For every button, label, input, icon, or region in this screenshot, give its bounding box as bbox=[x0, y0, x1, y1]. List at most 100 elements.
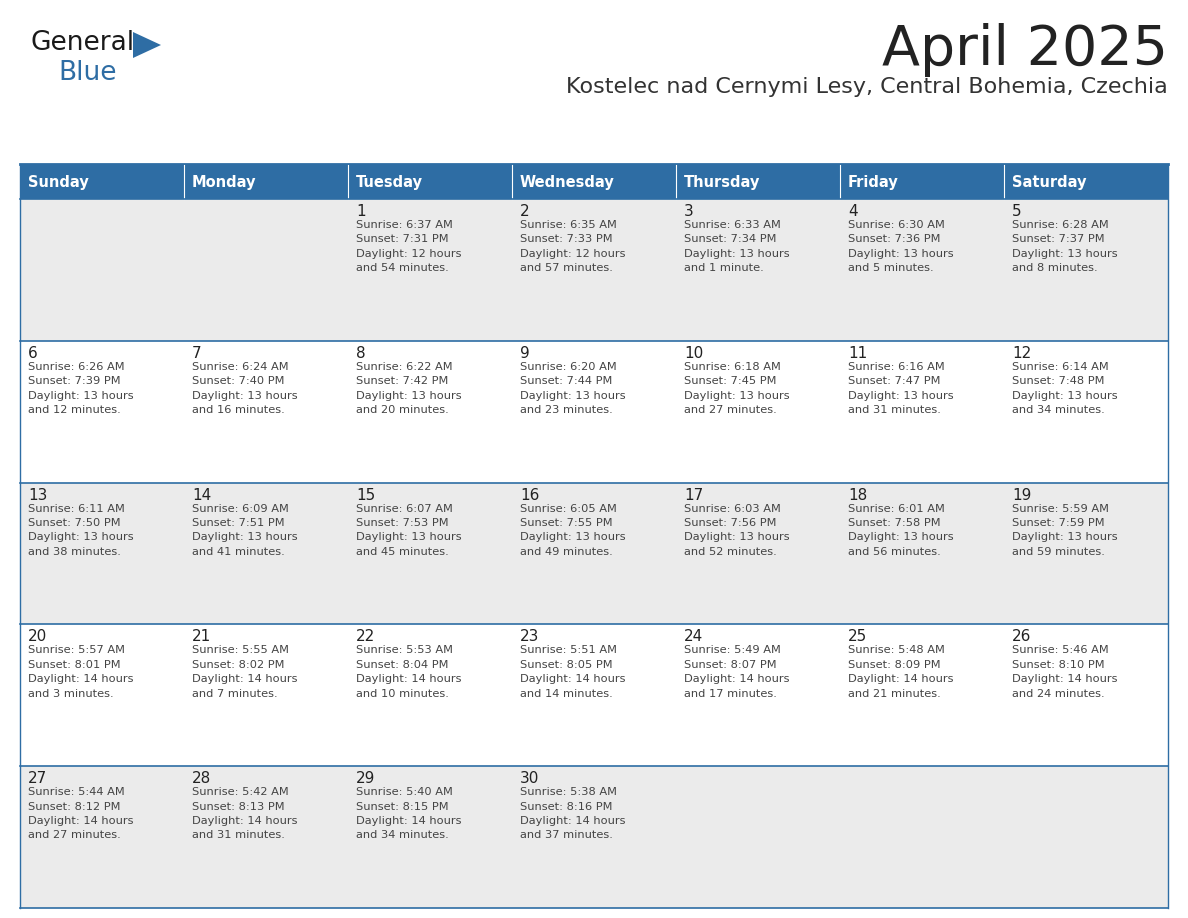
Text: Saturday: Saturday bbox=[1012, 174, 1087, 189]
Text: Sunrise: 6:28 AM
Sunset: 7:37 PM
Daylight: 13 hours
and 8 minutes.: Sunrise: 6:28 AM Sunset: 7:37 PM Dayligh… bbox=[1012, 220, 1118, 274]
Text: Sunrise: 6:33 AM
Sunset: 7:34 PM
Daylight: 13 hours
and 1 minute.: Sunrise: 6:33 AM Sunset: 7:34 PM Dayligh… bbox=[684, 220, 790, 274]
Text: 15: 15 bbox=[356, 487, 375, 502]
Text: Sunrise: 6:30 AM
Sunset: 7:36 PM
Daylight: 13 hours
and 5 minutes.: Sunrise: 6:30 AM Sunset: 7:36 PM Dayligh… bbox=[848, 220, 954, 274]
Text: April 2025: April 2025 bbox=[881, 23, 1168, 77]
Text: Kostelec nad Cernymi Lesy, Central Bohemia, Czechia: Kostelec nad Cernymi Lesy, Central Bohem… bbox=[567, 77, 1168, 97]
Text: 29: 29 bbox=[356, 771, 375, 786]
Text: Sunrise: 5:40 AM
Sunset: 8:15 PM
Daylight: 14 hours
and 34 minutes.: Sunrise: 5:40 AM Sunset: 8:15 PM Dayligh… bbox=[356, 788, 461, 840]
Text: 9: 9 bbox=[520, 346, 530, 361]
Bar bbox=[840, 483, 1004, 624]
Text: Sunrise: 5:51 AM
Sunset: 8:05 PM
Daylight: 14 hours
and 14 minutes.: Sunrise: 5:51 AM Sunset: 8:05 PM Dayligh… bbox=[520, 645, 626, 699]
Text: Sunrise: 6:11 AM
Sunset: 7:50 PM
Daylight: 13 hours
and 38 minutes.: Sunrise: 6:11 AM Sunset: 7:50 PM Dayligh… bbox=[29, 504, 133, 557]
Bar bbox=[840, 767, 1004, 908]
Bar bbox=[512, 165, 676, 199]
Text: 5: 5 bbox=[1012, 204, 1022, 219]
Text: Sunrise: 6:16 AM
Sunset: 7:47 PM
Daylight: 13 hours
and 31 minutes.: Sunrise: 6:16 AM Sunset: 7:47 PM Dayligh… bbox=[848, 362, 954, 415]
Text: 3: 3 bbox=[684, 204, 694, 219]
Bar bbox=[840, 199, 1004, 341]
Text: Sunrise: 6:14 AM
Sunset: 7:48 PM
Daylight: 13 hours
and 34 minutes.: Sunrise: 6:14 AM Sunset: 7:48 PM Dayligh… bbox=[1012, 362, 1118, 415]
Text: 14: 14 bbox=[192, 487, 211, 502]
Text: 22: 22 bbox=[356, 630, 375, 644]
Text: Sunrise: 6:07 AM
Sunset: 7:53 PM
Daylight: 13 hours
and 45 minutes.: Sunrise: 6:07 AM Sunset: 7:53 PM Dayligh… bbox=[356, 504, 462, 557]
Bar bbox=[840, 165, 1004, 199]
Text: Wednesday: Wednesday bbox=[520, 174, 614, 189]
Bar bbox=[512, 199, 676, 341]
Text: 16: 16 bbox=[520, 487, 539, 502]
Bar bbox=[512, 767, 676, 908]
Bar bbox=[348, 483, 512, 624]
Bar bbox=[1004, 624, 1168, 767]
Text: 19: 19 bbox=[1012, 487, 1031, 502]
Text: Friday: Friday bbox=[848, 174, 899, 189]
Bar bbox=[840, 624, 1004, 767]
Text: 13: 13 bbox=[29, 487, 48, 502]
Text: Sunrise: 5:38 AM
Sunset: 8:16 PM
Daylight: 14 hours
and 37 minutes.: Sunrise: 5:38 AM Sunset: 8:16 PM Dayligh… bbox=[520, 788, 626, 840]
Bar bbox=[184, 199, 348, 341]
Text: Sunrise: 6:37 AM
Sunset: 7:31 PM
Daylight: 12 hours
and 54 minutes.: Sunrise: 6:37 AM Sunset: 7:31 PM Dayligh… bbox=[356, 220, 461, 274]
Bar bbox=[1004, 165, 1168, 199]
Text: Sunrise: 6:22 AM
Sunset: 7:42 PM
Daylight: 13 hours
and 20 minutes.: Sunrise: 6:22 AM Sunset: 7:42 PM Dayligh… bbox=[356, 362, 462, 415]
Text: Sunrise: 6:35 AM
Sunset: 7:33 PM
Daylight: 12 hours
and 57 minutes.: Sunrise: 6:35 AM Sunset: 7:33 PM Dayligh… bbox=[520, 220, 626, 274]
Text: 21: 21 bbox=[192, 630, 211, 644]
Text: 11: 11 bbox=[848, 346, 867, 361]
Bar bbox=[348, 341, 512, 483]
Bar bbox=[20, 483, 184, 624]
Text: 20: 20 bbox=[29, 630, 48, 644]
Text: Sunrise: 6:24 AM
Sunset: 7:40 PM
Daylight: 13 hours
and 16 minutes.: Sunrise: 6:24 AM Sunset: 7:40 PM Dayligh… bbox=[192, 362, 298, 415]
Text: 1: 1 bbox=[356, 204, 366, 219]
Bar bbox=[184, 341, 348, 483]
Text: 2: 2 bbox=[520, 204, 530, 219]
Bar bbox=[348, 767, 512, 908]
Text: 25: 25 bbox=[848, 630, 867, 644]
Bar bbox=[348, 199, 512, 341]
Bar bbox=[1004, 341, 1168, 483]
Text: 26: 26 bbox=[1012, 630, 1031, 644]
Text: 30: 30 bbox=[520, 771, 539, 786]
Bar bbox=[20, 624, 184, 767]
Text: Sunrise: 5:53 AM
Sunset: 8:04 PM
Daylight: 14 hours
and 10 minutes.: Sunrise: 5:53 AM Sunset: 8:04 PM Dayligh… bbox=[356, 645, 461, 699]
Polygon shape bbox=[133, 32, 162, 58]
Text: Sunrise: 6:20 AM
Sunset: 7:44 PM
Daylight: 13 hours
and 23 minutes.: Sunrise: 6:20 AM Sunset: 7:44 PM Dayligh… bbox=[520, 362, 626, 415]
Bar bbox=[676, 165, 840, 199]
Text: Sunrise: 6:18 AM
Sunset: 7:45 PM
Daylight: 13 hours
and 27 minutes.: Sunrise: 6:18 AM Sunset: 7:45 PM Dayligh… bbox=[684, 362, 790, 415]
Bar bbox=[1004, 199, 1168, 341]
Text: Sunrise: 5:42 AM
Sunset: 8:13 PM
Daylight: 14 hours
and 31 minutes.: Sunrise: 5:42 AM Sunset: 8:13 PM Dayligh… bbox=[192, 788, 297, 840]
Text: Sunrise: 5:55 AM
Sunset: 8:02 PM
Daylight: 14 hours
and 7 minutes.: Sunrise: 5:55 AM Sunset: 8:02 PM Dayligh… bbox=[192, 645, 297, 699]
Text: 24: 24 bbox=[684, 630, 703, 644]
Bar bbox=[348, 165, 512, 199]
Bar bbox=[184, 767, 348, 908]
Bar bbox=[184, 165, 348, 199]
Text: 18: 18 bbox=[848, 487, 867, 502]
Text: Sunrise: 6:26 AM
Sunset: 7:39 PM
Daylight: 13 hours
and 12 minutes.: Sunrise: 6:26 AM Sunset: 7:39 PM Dayligh… bbox=[29, 362, 133, 415]
Bar bbox=[512, 341, 676, 483]
Text: 6: 6 bbox=[29, 346, 38, 361]
Text: 17: 17 bbox=[684, 487, 703, 502]
Text: Sunrise: 5:57 AM
Sunset: 8:01 PM
Daylight: 14 hours
and 3 minutes.: Sunrise: 5:57 AM Sunset: 8:01 PM Dayligh… bbox=[29, 645, 133, 699]
Bar bbox=[512, 483, 676, 624]
Text: Sunrise: 6:03 AM
Sunset: 7:56 PM
Daylight: 13 hours
and 52 minutes.: Sunrise: 6:03 AM Sunset: 7:56 PM Dayligh… bbox=[684, 504, 790, 557]
Text: Sunrise: 5:49 AM
Sunset: 8:07 PM
Daylight: 14 hours
and 17 minutes.: Sunrise: 5:49 AM Sunset: 8:07 PM Dayligh… bbox=[684, 645, 790, 699]
Bar bbox=[1004, 483, 1168, 624]
Bar bbox=[1004, 767, 1168, 908]
Text: Monday: Monday bbox=[192, 174, 257, 189]
Text: 10: 10 bbox=[684, 346, 703, 361]
Bar bbox=[20, 199, 184, 341]
Bar bbox=[348, 624, 512, 767]
Text: 27: 27 bbox=[29, 771, 48, 786]
Text: Sunrise: 5:44 AM
Sunset: 8:12 PM
Daylight: 14 hours
and 27 minutes.: Sunrise: 5:44 AM Sunset: 8:12 PM Dayligh… bbox=[29, 788, 133, 840]
Text: Sunrise: 6:05 AM
Sunset: 7:55 PM
Daylight: 13 hours
and 49 minutes.: Sunrise: 6:05 AM Sunset: 7:55 PM Dayligh… bbox=[520, 504, 626, 557]
Text: 4: 4 bbox=[848, 204, 858, 219]
Bar bbox=[676, 767, 840, 908]
Text: 8: 8 bbox=[356, 346, 366, 361]
Bar bbox=[676, 624, 840, 767]
Bar bbox=[20, 767, 184, 908]
Text: Sunday: Sunday bbox=[29, 174, 89, 189]
Bar bbox=[184, 624, 348, 767]
Text: Blue: Blue bbox=[58, 60, 116, 86]
Text: 23: 23 bbox=[520, 630, 539, 644]
Bar bbox=[840, 341, 1004, 483]
Text: 12: 12 bbox=[1012, 346, 1031, 361]
Bar bbox=[184, 483, 348, 624]
Text: 7: 7 bbox=[192, 346, 202, 361]
Text: Sunrise: 6:09 AM
Sunset: 7:51 PM
Daylight: 13 hours
and 41 minutes.: Sunrise: 6:09 AM Sunset: 7:51 PM Dayligh… bbox=[192, 504, 298, 557]
